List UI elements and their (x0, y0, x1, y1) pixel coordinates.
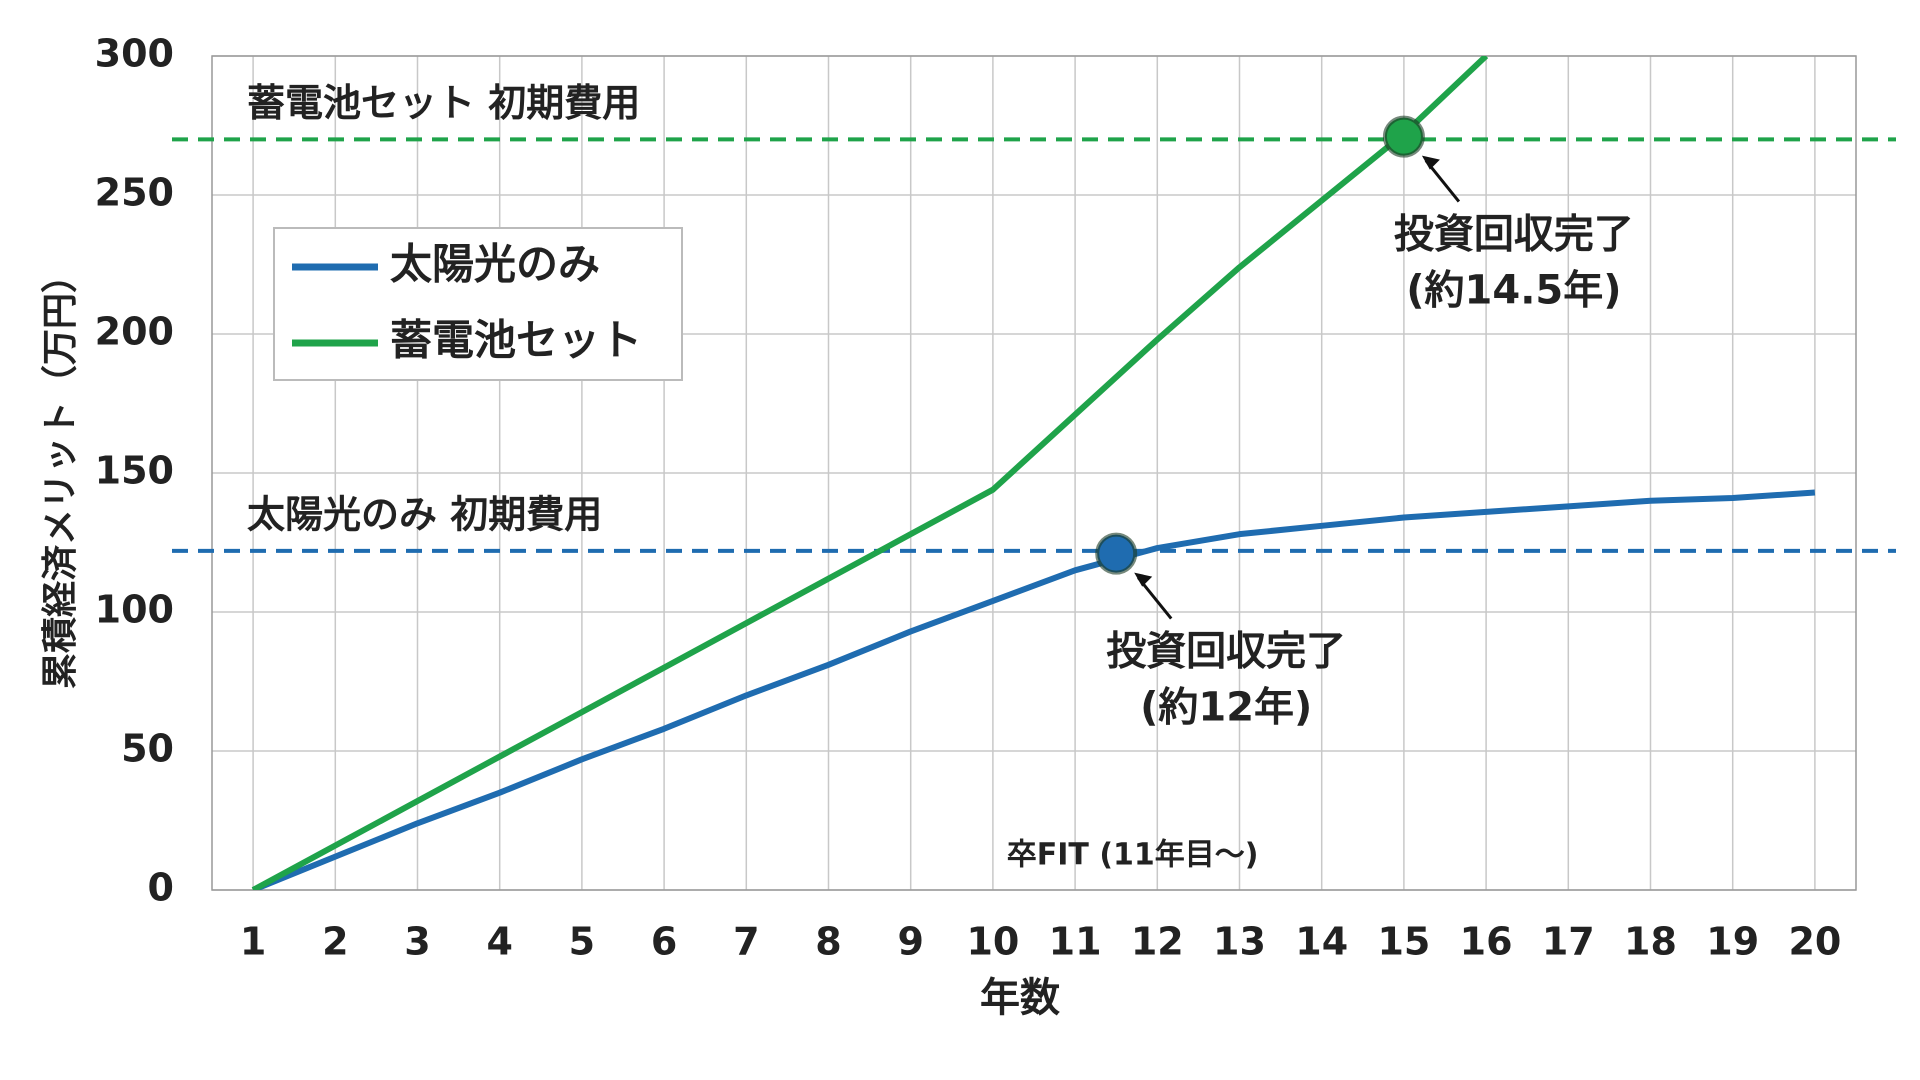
marker (1382, 115, 1425, 158)
x-tick-label: 10 (966, 920, 1019, 964)
annotation-text: 投資回収完了 (1394, 212, 1634, 258)
legend-label: 太陽光のみ (390, 240, 600, 289)
y-tick-label: 200 (95, 310, 174, 354)
y-tick-label: 0 (148, 866, 174, 910)
series-line (251, 489, 1816, 890)
legend-label: 蓄電池セット (390, 316, 642, 365)
reference-label: 蓄電池セット 初期費用 (247, 81, 640, 125)
annotation-text: 投資回収完了 (1106, 629, 1346, 675)
x-tick-label: 13 (1213, 920, 1266, 964)
y-axis-label: 累積経済メリット（万円） (40, 257, 81, 689)
plot-frame (211, 55, 1857, 891)
annotation-arrowhead (1134, 572, 1153, 587)
x-tick-label: 8 (815, 920, 841, 964)
series-line (251, 56, 1489, 890)
x-tick-label: 5 (569, 920, 595, 964)
note: 卒FIT (11年目～) (1007, 838, 1259, 873)
x-tick-label: 4 (486, 920, 512, 964)
x-tick-label: 19 (1706, 920, 1759, 964)
y-tick-label: 300 (95, 32, 174, 76)
y-tick-label: 50 (121, 727, 174, 771)
x-tick-label: 1 (240, 920, 266, 964)
x-tick-label: 6 (651, 920, 677, 964)
x-tick-label: 18 (1624, 920, 1677, 964)
x-tick-label: 12 (1131, 920, 1184, 964)
annotation-text: (約12年) (1140, 685, 1312, 731)
x-tick-label: 20 (1788, 920, 1841, 964)
y-tick-label: 150 (95, 449, 174, 493)
x-tick-label: 11 (1049, 920, 1102, 964)
x-tick-label: 7 (733, 920, 759, 964)
x-tick-label: 16 (1460, 920, 1513, 964)
x-tick-label: 9 (897, 920, 923, 964)
x-tick-label: 2 (322, 920, 348, 964)
legend-box (273, 227, 683, 381)
y-tick-label: 100 (95, 588, 174, 632)
x-tick-label: 14 (1295, 920, 1348, 964)
y-tick-label: 250 (95, 171, 174, 215)
x-tick-label: 15 (1377, 920, 1430, 964)
reference-label: 太陽光のみ 初期費用 (247, 492, 602, 536)
marker (1095, 532, 1138, 575)
x-axis-label: 年数 (980, 975, 1060, 1021)
annotation-arrowhead (1421, 155, 1440, 170)
x-tick-label: 3 (404, 920, 430, 964)
x-tick-label: 17 (1542, 920, 1595, 964)
annotation-text: (約14.5年) (1406, 268, 1621, 314)
